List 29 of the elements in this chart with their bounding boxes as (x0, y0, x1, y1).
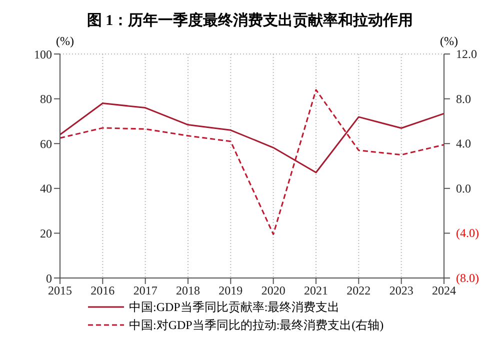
x-tick-label: 2016 (90, 284, 115, 298)
y-tick-label: 20 (40, 226, 52, 240)
y-tick-label: 0 (46, 271, 52, 286)
x-tick-label: 2017 (133, 284, 158, 298)
y2-tick-label: 12.0 (456, 47, 477, 61)
x-tick-label: 2019 (218, 284, 243, 298)
chart-title: 图 1：历年一季度最终消费支出贡献率和拉动作用 (86, 11, 414, 31)
x-tick-label: 2018 (176, 284, 200, 298)
legend-label: 中国:GDP当季同比贡献率:最终消费支出 (129, 298, 340, 316)
y-axis-title: (%) (56, 34, 74, 49)
line-series (59, 102, 445, 174)
y2-axis-title: (%) (440, 34, 458, 49)
y-tick-label: 40 (40, 182, 52, 196)
y-tick-label: 100 (34, 47, 52, 62)
y2-tick-label: (8.0) (456, 271, 479, 285)
x-tick-label: 2022 (346, 284, 371, 298)
y2-tick-label: 4.0 (456, 136, 471, 151)
x-tick-label: 2021 (304, 284, 328, 298)
y-tick-label: 80 (40, 92, 52, 106)
y-tick-label: 60 (40, 136, 52, 151)
legend-label: 中国:对GDP当季同比的拉动:最终消费支出(右轴) (129, 316, 384, 334)
y2-tick-label: 8.0 (456, 92, 471, 106)
x-tick-label: 2015 (48, 284, 72, 298)
line-series (59, 89, 445, 236)
y2-tick-label: 0.0 (456, 181, 471, 196)
x-tick-label: 2023 (389, 284, 414, 298)
y2-tick-label: (4.0) (456, 226, 479, 240)
x-tick-label: 2020 (261, 284, 286, 298)
x-tick-label: 2024 (432, 284, 456, 298)
